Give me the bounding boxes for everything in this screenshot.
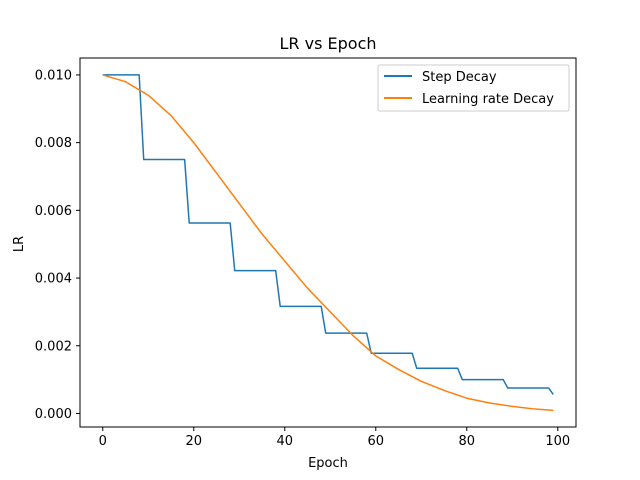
legend-frame xyxy=(377,64,570,112)
y-tick-label: 0.008 xyxy=(35,136,72,151)
x-tick-label: 40 xyxy=(276,434,293,449)
y-axis-label: LR xyxy=(12,236,27,252)
series-line-learning-rate-decay xyxy=(102,74,554,412)
x-tick-label: 60 xyxy=(368,434,385,449)
chart-title: LR vs Epoch xyxy=(280,34,377,53)
x-tick-label: 0 xyxy=(99,434,107,449)
y-tick-label: 0.006 xyxy=(35,204,72,219)
plot-frame xyxy=(79,57,577,428)
x-tick-label: 80 xyxy=(459,434,476,449)
y-tick-label: 0.010 xyxy=(35,68,72,83)
x-tick-label: 20 xyxy=(185,434,202,449)
y-tick-label: 0.002 xyxy=(35,339,72,354)
x-tick-label: 100 xyxy=(545,434,570,449)
legend: Step Decay Learning rate Decay xyxy=(377,64,570,112)
legend-label-learning-rate-decay: Learning rate Decay xyxy=(422,92,554,107)
y-tick-label: 0.000 xyxy=(35,407,72,422)
x-axis-label: Epoch xyxy=(308,456,348,471)
legend-label-step-decay: Step Decay xyxy=(422,70,497,85)
series-line-step-decay xyxy=(102,74,554,395)
y-tick-label: 0.004 xyxy=(35,272,72,287)
